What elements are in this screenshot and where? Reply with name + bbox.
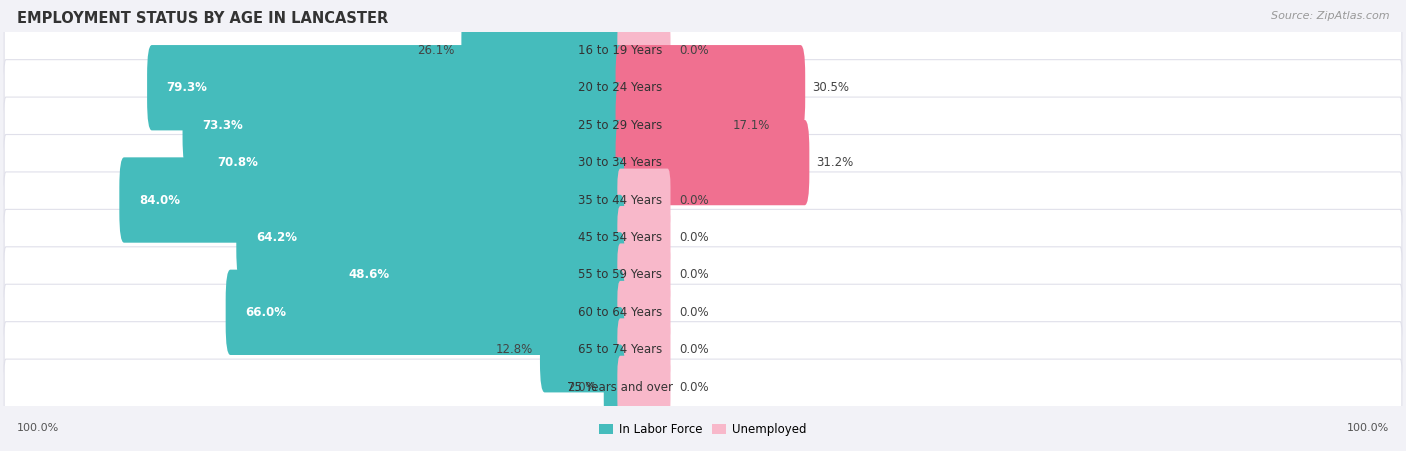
FancyBboxPatch shape (4, 209, 1402, 266)
Text: Source: ZipAtlas.com: Source: ZipAtlas.com (1271, 11, 1389, 21)
FancyBboxPatch shape (4, 172, 1402, 228)
FancyBboxPatch shape (617, 356, 671, 419)
FancyBboxPatch shape (183, 83, 626, 168)
Text: 70.8%: 70.8% (217, 156, 257, 169)
Text: 25 to 29 Years: 25 to 29 Years (578, 119, 662, 132)
Text: 16 to 19 Years: 16 to 19 Years (578, 44, 662, 57)
Text: EMPLOYMENT STATUS BY AGE IN LANCASTER: EMPLOYMENT STATUS BY AGE IN LANCASTER (17, 11, 388, 26)
FancyBboxPatch shape (197, 120, 626, 205)
Legend: In Labor Force, Unemployed: In Labor Force, Unemployed (595, 418, 811, 441)
Text: 0.0%: 0.0% (679, 343, 709, 356)
Text: 75 Years and over: 75 Years and over (567, 381, 673, 394)
Text: 65 to 74 Years: 65 to 74 Years (578, 343, 662, 356)
Text: 20 to 24 Years: 20 to 24 Years (578, 81, 662, 94)
Text: 79.3%: 79.3% (166, 81, 208, 94)
FancyBboxPatch shape (236, 195, 626, 280)
FancyBboxPatch shape (616, 83, 725, 168)
Text: 45 to 54 Years: 45 to 54 Years (578, 231, 662, 244)
FancyBboxPatch shape (4, 60, 1402, 116)
FancyBboxPatch shape (4, 134, 1402, 191)
Text: 0.0%: 0.0% (679, 193, 709, 207)
Text: 64.2%: 64.2% (256, 231, 297, 244)
Text: 66.0%: 66.0% (245, 306, 287, 319)
Text: 0.0%: 0.0% (679, 268, 709, 281)
Text: 84.0%: 84.0% (139, 193, 180, 207)
Text: 100.0%: 100.0% (17, 423, 59, 433)
Text: 0.0%: 0.0% (679, 381, 709, 394)
Text: 0.0%: 0.0% (679, 44, 709, 57)
FancyBboxPatch shape (4, 247, 1402, 303)
Text: 30.5%: 30.5% (813, 81, 849, 94)
FancyBboxPatch shape (616, 45, 806, 130)
FancyBboxPatch shape (4, 359, 1402, 415)
Text: 100.0%: 100.0% (1347, 423, 1389, 433)
Text: 30 to 34 Years: 30 to 34 Years (578, 156, 662, 169)
Text: 26.1%: 26.1% (418, 44, 454, 57)
Text: 48.6%: 48.6% (347, 268, 389, 281)
FancyBboxPatch shape (461, 8, 626, 93)
Text: 2.0%: 2.0% (567, 381, 596, 394)
FancyBboxPatch shape (617, 281, 671, 344)
Text: 55 to 59 Years: 55 to 59 Years (578, 268, 662, 281)
Text: 0.0%: 0.0% (679, 306, 709, 319)
FancyBboxPatch shape (617, 206, 671, 269)
FancyBboxPatch shape (120, 157, 626, 243)
Text: 17.1%: 17.1% (733, 119, 770, 132)
FancyBboxPatch shape (4, 22, 1402, 78)
FancyBboxPatch shape (540, 307, 626, 392)
FancyBboxPatch shape (617, 244, 671, 306)
Text: 73.3%: 73.3% (202, 119, 243, 132)
Text: 35 to 44 Years: 35 to 44 Years (578, 193, 662, 207)
FancyBboxPatch shape (4, 284, 1402, 341)
Text: 0.0%: 0.0% (679, 231, 709, 244)
FancyBboxPatch shape (603, 345, 626, 430)
FancyBboxPatch shape (617, 169, 671, 231)
Text: 12.8%: 12.8% (495, 343, 533, 356)
FancyBboxPatch shape (617, 318, 671, 381)
FancyBboxPatch shape (148, 45, 626, 130)
FancyBboxPatch shape (616, 120, 810, 205)
FancyBboxPatch shape (4, 97, 1402, 153)
FancyBboxPatch shape (226, 270, 626, 355)
Text: 60 to 64 Years: 60 to 64 Years (578, 306, 662, 319)
FancyBboxPatch shape (617, 19, 671, 82)
Text: 31.2%: 31.2% (817, 156, 853, 169)
FancyBboxPatch shape (329, 232, 626, 318)
FancyBboxPatch shape (4, 322, 1402, 378)
